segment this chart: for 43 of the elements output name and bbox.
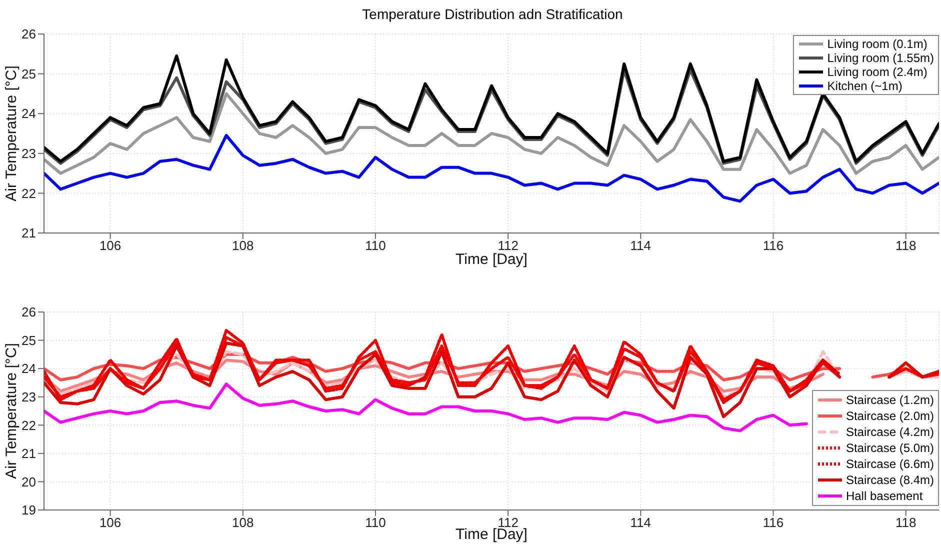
legend-label: Kitchen (~1m) bbox=[827, 79, 902, 93]
legend-label: Staircase (8.4m) bbox=[846, 473, 934, 487]
legend-label: Hall basement bbox=[846, 489, 923, 503]
y-tick-label: 26 bbox=[22, 304, 36, 320]
legend-label: Living room (1.55m) bbox=[827, 51, 934, 65]
x-tick-label: 110 bbox=[365, 515, 386, 530]
y-axis-title: Air Temperature [°C] bbox=[3, 343, 20, 479]
x-tick-label: 114 bbox=[630, 238, 652, 254]
y-tick-label: 24 bbox=[22, 106, 36, 122]
x-tick-label: 108 bbox=[232, 515, 254, 530]
y-tick-label: 25 bbox=[22, 332, 36, 348]
legend-label: Living room (0.1m) bbox=[827, 37, 928, 51]
x-tick-label: 112 bbox=[498, 238, 518, 254]
x-axis-title: Time [Day] bbox=[456, 526, 528, 543]
y-tick-label: 26 bbox=[22, 26, 36, 42]
y-tick-label: 21 bbox=[22, 446, 36, 462]
x-tick-label: 108 bbox=[232, 238, 254, 254]
y-tick-label: 22 bbox=[22, 418, 36, 433]
y-tick-label: 25 bbox=[22, 66, 36, 82]
x-tick-label: 110 bbox=[365, 238, 386, 254]
legend-label: Staircase (4.2m) bbox=[846, 425, 934, 439]
x-tick-label: 116 bbox=[762, 515, 784, 530]
x-tick-label: 106 bbox=[99, 238, 122, 254]
x-tick-label: 114 bbox=[630, 515, 652, 530]
x-tick-label: 118 bbox=[895, 238, 916, 254]
y-axis-title: Air Temperature [°C] bbox=[3, 66, 20, 202]
legend-label: Staircase (5.0m) bbox=[846, 441, 934, 455]
legend-label: Staircase (6.6m) bbox=[846, 457, 934, 471]
y-tick-label: 22 bbox=[22, 186, 36, 201]
x-tick-label: 116 bbox=[762, 238, 784, 254]
chart-title: Temperature Distribution adn Stratification bbox=[361, 6, 624, 22]
y-tick-label: 23 bbox=[22, 146, 36, 162]
y-tick-label: 21 bbox=[22, 226, 36, 241]
y-tick-label: 24 bbox=[22, 361, 36, 376]
y-tick-label: 23 bbox=[22, 389, 36, 404]
legend-label: Staircase (1.2m) bbox=[846, 393, 934, 407]
x-tick-label: 118 bbox=[895, 515, 916, 530]
legend-label: Staircase (2.0m) bbox=[846, 409, 934, 423]
x-tick-label: 106 bbox=[99, 515, 122, 530]
x-axis-title: Time [Day] bbox=[456, 251, 528, 268]
y-tick-label: 20 bbox=[22, 474, 36, 490]
y-tick-label: 19 bbox=[22, 502, 36, 518]
legend-label: Living room (2.4m) bbox=[827, 65, 928, 79]
